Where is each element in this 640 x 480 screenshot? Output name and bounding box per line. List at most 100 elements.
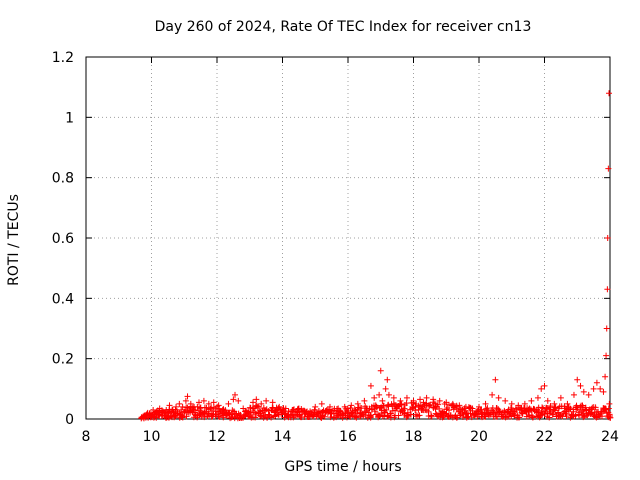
data-point <box>183 413 190 420</box>
x-tick-label: 16 <box>339 429 357 445</box>
data-point <box>552 407 559 414</box>
data-point <box>143 411 150 418</box>
y-tick-label: 1.2 <box>52 50 74 66</box>
y-axis-ticks: 0 0.2 0.4 0.6 0.8 1 1.2 <box>52 50 610 428</box>
data-point <box>197 405 204 412</box>
data-point <box>417 396 424 403</box>
data-point <box>159 409 166 416</box>
data-point <box>326 403 333 410</box>
chart-title: Day 260 of 2024, Rate Of TEC Index for r… <box>155 19 532 35</box>
data-point <box>570 391 577 398</box>
data-point <box>384 376 391 383</box>
data-point <box>502 414 509 421</box>
data-point <box>205 400 212 407</box>
data-point <box>593 379 600 386</box>
data-point <box>363 407 370 414</box>
data-point <box>312 403 319 410</box>
data-point <box>497 408 504 415</box>
data-point <box>367 382 374 389</box>
data-point <box>552 404 559 411</box>
data-point <box>354 400 361 407</box>
x-tick-label: 14 <box>274 429 292 445</box>
data-point <box>538 411 545 418</box>
data-point <box>179 403 186 410</box>
data-point <box>174 410 181 417</box>
data-point <box>353 414 360 421</box>
data-point <box>372 402 379 409</box>
data-point <box>508 413 515 420</box>
data-point <box>410 397 417 404</box>
data-point <box>380 402 387 409</box>
data-point <box>449 400 456 407</box>
data-point <box>456 402 463 409</box>
data-point <box>230 396 237 403</box>
data-point <box>574 404 581 411</box>
data-point <box>228 414 235 421</box>
data-point <box>383 406 390 413</box>
data-point <box>371 394 378 401</box>
data-point <box>384 402 391 409</box>
data-point <box>313 413 320 420</box>
data-point <box>423 394 430 401</box>
data-point <box>245 408 252 415</box>
data-point <box>220 406 227 413</box>
data-point <box>225 400 232 407</box>
data-point <box>335 405 342 412</box>
data-point <box>535 407 542 414</box>
data-point <box>304 408 311 415</box>
data-point <box>485 412 492 419</box>
y-tick-label: 0.2 <box>52 352 74 368</box>
data-point <box>550 411 557 418</box>
data-point <box>477 406 484 413</box>
data-point <box>290 414 297 421</box>
data-point <box>428 412 435 419</box>
x-tick-label: 10 <box>143 429 161 445</box>
x-tick-label: 24 <box>601 429 619 445</box>
data-point <box>416 412 423 419</box>
data-point <box>602 373 609 380</box>
data-point <box>200 397 207 404</box>
data-point <box>140 413 147 420</box>
data-points <box>138 90 614 422</box>
data-point <box>176 400 183 407</box>
data-point <box>585 391 592 398</box>
data-point <box>398 401 405 408</box>
data-point <box>382 385 389 392</box>
y-tick-label: 0.6 <box>52 231 74 247</box>
data-point <box>348 402 355 409</box>
data-point <box>544 405 551 412</box>
data-point <box>385 391 392 398</box>
data-point <box>546 414 553 421</box>
data-point <box>603 352 610 359</box>
data-point <box>150 406 157 413</box>
data-point <box>564 400 571 407</box>
data-point <box>534 394 541 401</box>
data-point <box>195 399 202 406</box>
data-point <box>250 399 257 406</box>
data-point <box>156 405 163 412</box>
data-point <box>403 394 410 401</box>
data-point <box>597 385 604 392</box>
data-point <box>436 397 443 404</box>
data-point <box>439 408 446 415</box>
data-point <box>397 397 404 404</box>
data-point <box>282 405 289 412</box>
data-point <box>276 403 283 410</box>
data-point <box>521 400 528 407</box>
data-point <box>361 397 368 404</box>
data-point <box>232 391 239 398</box>
data-point <box>587 410 594 417</box>
data-point <box>269 399 276 406</box>
data-point <box>362 403 369 410</box>
data-point <box>522 408 529 415</box>
x-tick-label: 8 <box>82 429 91 445</box>
data-point <box>604 235 611 241</box>
data-point <box>385 401 392 408</box>
y-tick-label: 1 <box>65 110 74 126</box>
data-point <box>428 413 435 420</box>
data-point <box>516 414 523 421</box>
data-point <box>371 408 378 415</box>
data-point <box>431 400 438 407</box>
data-point <box>187 400 194 407</box>
